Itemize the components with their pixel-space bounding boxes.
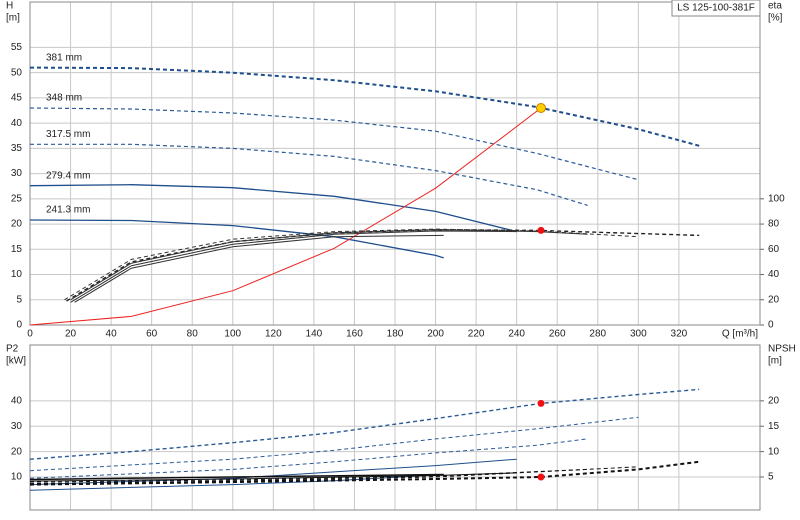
y2-tick-label: 40 bbox=[768, 269, 780, 280]
curve bbox=[29, 219, 444, 259]
y2-tick-label: 20 bbox=[768, 294, 780, 305]
x-tick-label: 300 bbox=[630, 329, 647, 340]
y-tick-label: 25 bbox=[11, 193, 23, 204]
x-tick-label: 240 bbox=[508, 329, 525, 340]
x-tick-label: 60 bbox=[146, 329, 158, 340]
y2-axis-label: [m] bbox=[768, 356, 782, 367]
y-axis-label: [m] bbox=[6, 13, 20, 24]
y-tick-label: 45 bbox=[11, 93, 23, 104]
x-tick-label: 80 bbox=[187, 329, 199, 340]
model-label: LS 125-100-381F bbox=[677, 3, 755, 14]
y-tick-label: 10 bbox=[11, 472, 23, 483]
panel: 10 20 30 40 5 10 15 20 P2[kW] NPSH[m] bbox=[6, 344, 796, 511]
x-tick-label: 100 bbox=[224, 329, 241, 340]
y-tick-label: 15 bbox=[11, 244, 23, 255]
model-box bbox=[671, 0, 761, 17]
curve-label: 241.3 mm bbox=[46, 205, 90, 216]
x-tick-label: 320 bbox=[671, 329, 688, 340]
x-tick-label: 140 bbox=[306, 329, 323, 340]
curve bbox=[29, 438, 588, 479]
curve bbox=[30, 143, 588, 206]
y2-tick-label: 10 bbox=[768, 446, 780, 457]
y-tick-label: 20 bbox=[11, 219, 23, 230]
curve bbox=[29, 416, 639, 472]
y2-tick-label: 100 bbox=[768, 193, 785, 204]
y2-tick-label: 20 bbox=[768, 395, 780, 406]
plot-frame bbox=[29, 344, 761, 511]
x-tick-label: 40 bbox=[106, 329, 118, 340]
x-tick-label: 0 bbox=[27, 329, 33, 340]
x-tick-label: 280 bbox=[589, 329, 606, 340]
curve bbox=[29, 460, 700, 486]
y2-tick-label: 60 bbox=[768, 244, 780, 255]
curve-label: 317.5 mm bbox=[46, 129, 90, 140]
y-tick-label: 5 bbox=[16, 294, 22, 305]
y-axis-label: H bbox=[6, 1, 13, 12]
y2-axis-label: NPSH bbox=[768, 344, 796, 355]
x-axis-label: Q [m³/h] bbox=[722, 329, 758, 340]
curve bbox=[29, 468, 588, 483]
curve bbox=[29, 388, 700, 460]
y-axis-label: P2 bbox=[6, 344, 19, 355]
curve-label: 381 mm bbox=[46, 52, 82, 63]
panel: 0 20 40 60 80 100 120 140 160 180 200 220 240 260 280 3… bbox=[6, 1, 785, 340]
duty-point bbox=[537, 399, 545, 407]
curve-label: 279.4 mm bbox=[46, 170, 90, 181]
x-tick-label: 220 bbox=[468, 329, 485, 340]
duty-point bbox=[537, 473, 545, 481]
x-tick-label: 200 bbox=[427, 329, 444, 340]
y2-tick-label: 5 bbox=[768, 472, 774, 483]
curve bbox=[70, 230, 517, 303]
y-tick-label: 40 bbox=[11, 395, 23, 406]
y-tick-label: 35 bbox=[11, 143, 23, 154]
curve bbox=[64, 228, 639, 301]
y-tick-label: 0 bbox=[16, 320, 22, 331]
curve bbox=[70, 229, 588, 301]
y2-axis-label: [%] bbox=[768, 13, 783, 24]
y2-tick-label: 0 bbox=[768, 320, 774, 331]
y2-tick-label: 15 bbox=[768, 421, 780, 432]
y-tick-label: 30 bbox=[11, 421, 23, 432]
x-tick-label: 20 bbox=[65, 329, 77, 340]
y-tick-label: 55 bbox=[11, 42, 23, 53]
curve bbox=[29, 184, 517, 233]
curve bbox=[29, 472, 517, 482]
y-tick-label: 30 bbox=[11, 168, 23, 179]
y-tick-label: 40 bbox=[11, 118, 23, 129]
x-tick-label: 120 bbox=[265, 329, 282, 340]
curve bbox=[29, 66, 700, 147]
x-tick-label: 160 bbox=[346, 329, 363, 340]
x-tick-label: 260 bbox=[549, 329, 566, 340]
y-tick-label: 10 bbox=[11, 269, 23, 280]
curve bbox=[66, 228, 700, 302]
plot-frame bbox=[29, 1, 761, 326]
duty-point bbox=[536, 102, 546, 113]
y2-axis-label: eta bbox=[768, 1, 782, 12]
curve bbox=[74, 234, 444, 303]
y-axis-label: [kW] bbox=[6, 356, 26, 367]
curve-label: 348 mm bbox=[46, 93, 82, 104]
curve bbox=[29, 107, 639, 181]
curve bbox=[29, 473, 444, 481]
duty-point bbox=[537, 226, 545, 234]
curve bbox=[29, 107, 542, 326]
y-tick-label: 50 bbox=[11, 67, 23, 78]
y2-tick-label: 80 bbox=[768, 219, 780, 230]
y-tick-label: 20 bbox=[11, 446, 23, 457]
x-tick-label: 180 bbox=[387, 329, 404, 340]
